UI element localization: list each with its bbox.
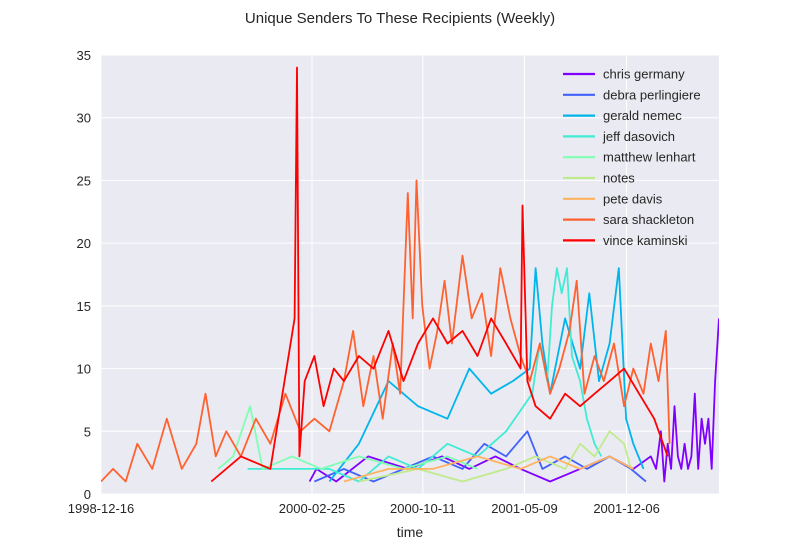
- legend: chris germany debra perlingiere gerald nem…: [563, 67, 701, 248]
- x-axis-label: time: [397, 524, 424, 540]
- legend-entry: matthew lenhart: [603, 150, 696, 165]
- y-tick-label: 0: [84, 487, 91, 502]
- x-tick-label: 1998-12-16: [68, 501, 135, 516]
- legend-entry: pete davis: [603, 191, 663, 206]
- series-lines: [101, 66, 719, 483]
- series-line-matthew-lenhart: [217, 405, 478, 470]
- y-tick-label: 10: [77, 362, 91, 377]
- x-tick-label: 2001-05-09: [491, 501, 558, 516]
- y-tick-label: 30: [77, 111, 91, 126]
- legend-entry: vince kaminski: [603, 233, 688, 248]
- x-axis-ticks: 1998-12-16 2000-02-25 2000-10-11 2001-05-09…: [68, 501, 660, 516]
- series-line-sara-shackleton: [101, 179, 671, 483]
- legend-entry: chris germany: [603, 67, 685, 82]
- legend-entry: gerald nemec: [603, 108, 682, 123]
- series-line-vince-kaminski: [210, 66, 669, 483]
- x-tick-label: 2000-10-11: [390, 501, 456, 516]
- y-axis-ticks: 0 5 10 15 20 25 30 35: [77, 48, 91, 502]
- y-tick-label: 25: [77, 173, 91, 188]
- legend-entry: sara shackleton: [603, 212, 694, 227]
- legend-entry: jeff dasovich: [602, 129, 675, 144]
- series-line-notes: [358, 430, 632, 483]
- series-line-chris-germany: [308, 318, 719, 483]
- y-tick-label: 20: [77, 236, 91, 251]
- y-tick-label: 15: [77, 299, 91, 314]
- legend-entry: debra perlingiere: [603, 87, 701, 102]
- plot-area: [101, 55, 719, 494]
- legend-entry: notes: [603, 171, 635, 186]
- y-tick-label: 35: [77, 48, 91, 63]
- series-line-pete-davis: [343, 455, 634, 483]
- x-tick-label: 2001-12-06: [593, 501, 660, 516]
- chart-title: Unique Senders To These Recipients (Week…: [245, 10, 555, 27]
- x-tick-label: 2000-02-25: [279, 501, 346, 516]
- series-line-gerald-nemec: [328, 267, 645, 483]
- y-tick-label: 5: [84, 424, 91, 439]
